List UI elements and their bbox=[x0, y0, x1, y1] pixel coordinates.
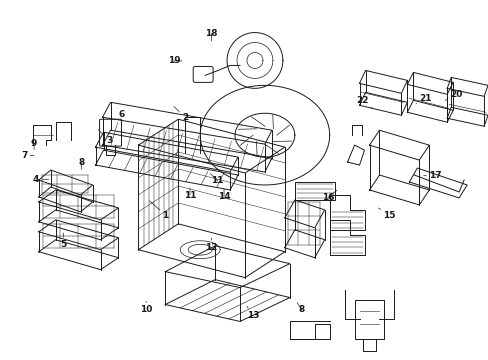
Text: 1: 1 bbox=[149, 201, 168, 220]
Text: 15: 15 bbox=[378, 208, 395, 220]
Text: 14: 14 bbox=[217, 189, 230, 201]
Text: 9: 9 bbox=[31, 139, 37, 149]
Text: 20: 20 bbox=[444, 90, 462, 100]
Text: 21: 21 bbox=[415, 94, 431, 104]
Text: 16: 16 bbox=[322, 190, 336, 202]
Text: 17: 17 bbox=[423, 171, 441, 180]
Text: 18: 18 bbox=[204, 29, 217, 41]
Text: 7: 7 bbox=[21, 151, 34, 160]
Text: 3: 3 bbox=[98, 130, 112, 145]
Text: 19: 19 bbox=[167, 57, 182, 66]
Text: 22: 22 bbox=[355, 96, 371, 108]
Text: 12: 12 bbox=[204, 238, 217, 252]
Text: 8: 8 bbox=[78, 158, 84, 169]
Text: 5: 5 bbox=[60, 233, 66, 249]
Text: 6: 6 bbox=[119, 110, 124, 123]
Text: 13: 13 bbox=[246, 306, 259, 320]
Text: 10: 10 bbox=[140, 301, 152, 314]
Text: 8: 8 bbox=[297, 303, 305, 314]
Text: 11: 11 bbox=[183, 188, 196, 199]
Text: 11: 11 bbox=[210, 174, 224, 185]
Text: 2: 2 bbox=[174, 107, 188, 122]
Text: 4: 4 bbox=[33, 175, 49, 184]
